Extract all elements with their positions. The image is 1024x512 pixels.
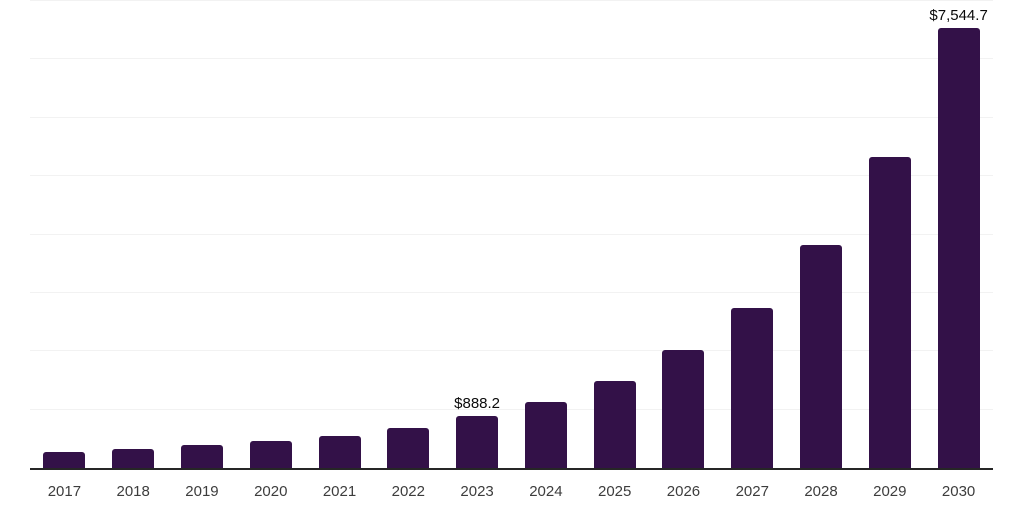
x-axis-label-2023: 2023 [460,483,494,500]
x-axis-label-2024: 2024 [529,483,563,500]
x-axis-label-2027: 2027 [735,483,769,500]
gridline [30,175,993,177]
x-axis-label-2030: 2030 [941,483,976,500]
plot-area: $888.2 $7,544.7 [30,0,993,470]
bar-2028 [800,244,843,468]
gridline [30,116,993,118]
x-axis-label-2022: 2022 [391,483,425,500]
x-axis-label-2026: 2026 [666,483,701,500]
bar-2018 [112,449,155,468]
x-axis-label-2021: 2021 [322,483,357,500]
gridline [30,58,993,60]
gridline [30,291,993,293]
bar-2029 [868,156,911,468]
bar-2021 [318,435,361,468]
bar-2026 [662,350,705,468]
x-axis-label-2018: 2018 [116,483,150,500]
x-axis-label-2029: 2029 [873,483,907,500]
bar-2017 [43,452,86,468]
bar-2020 [249,441,292,468]
bar-2024 [524,402,567,468]
x-axis-label-2017: 2017 [47,483,82,500]
bar-2025 [593,381,636,468]
bar-2030 [937,27,980,468]
x-axis-label-2028: 2028 [804,483,838,500]
value-label-2030: $7,544.7 [929,6,988,24]
bar-2019 [180,444,223,468]
bar-2027 [731,307,774,468]
gridline [30,0,993,1]
x-axis-label-2019: 2019 [185,483,219,500]
bar-2023 [456,416,499,468]
x-axis-labels: 2017 2018 2019 2020 2021 2022 2023 2024 2025 2026… [30,483,993,505]
value-label-2023: $888.2 [454,395,501,413]
gridline [30,408,993,410]
gridline [30,233,993,235]
gridline [30,350,993,352]
x-axis-label-2025: 2025 [597,483,632,500]
x-axis-label-2020: 2020 [254,483,288,500]
bar-2022 [387,428,430,468]
